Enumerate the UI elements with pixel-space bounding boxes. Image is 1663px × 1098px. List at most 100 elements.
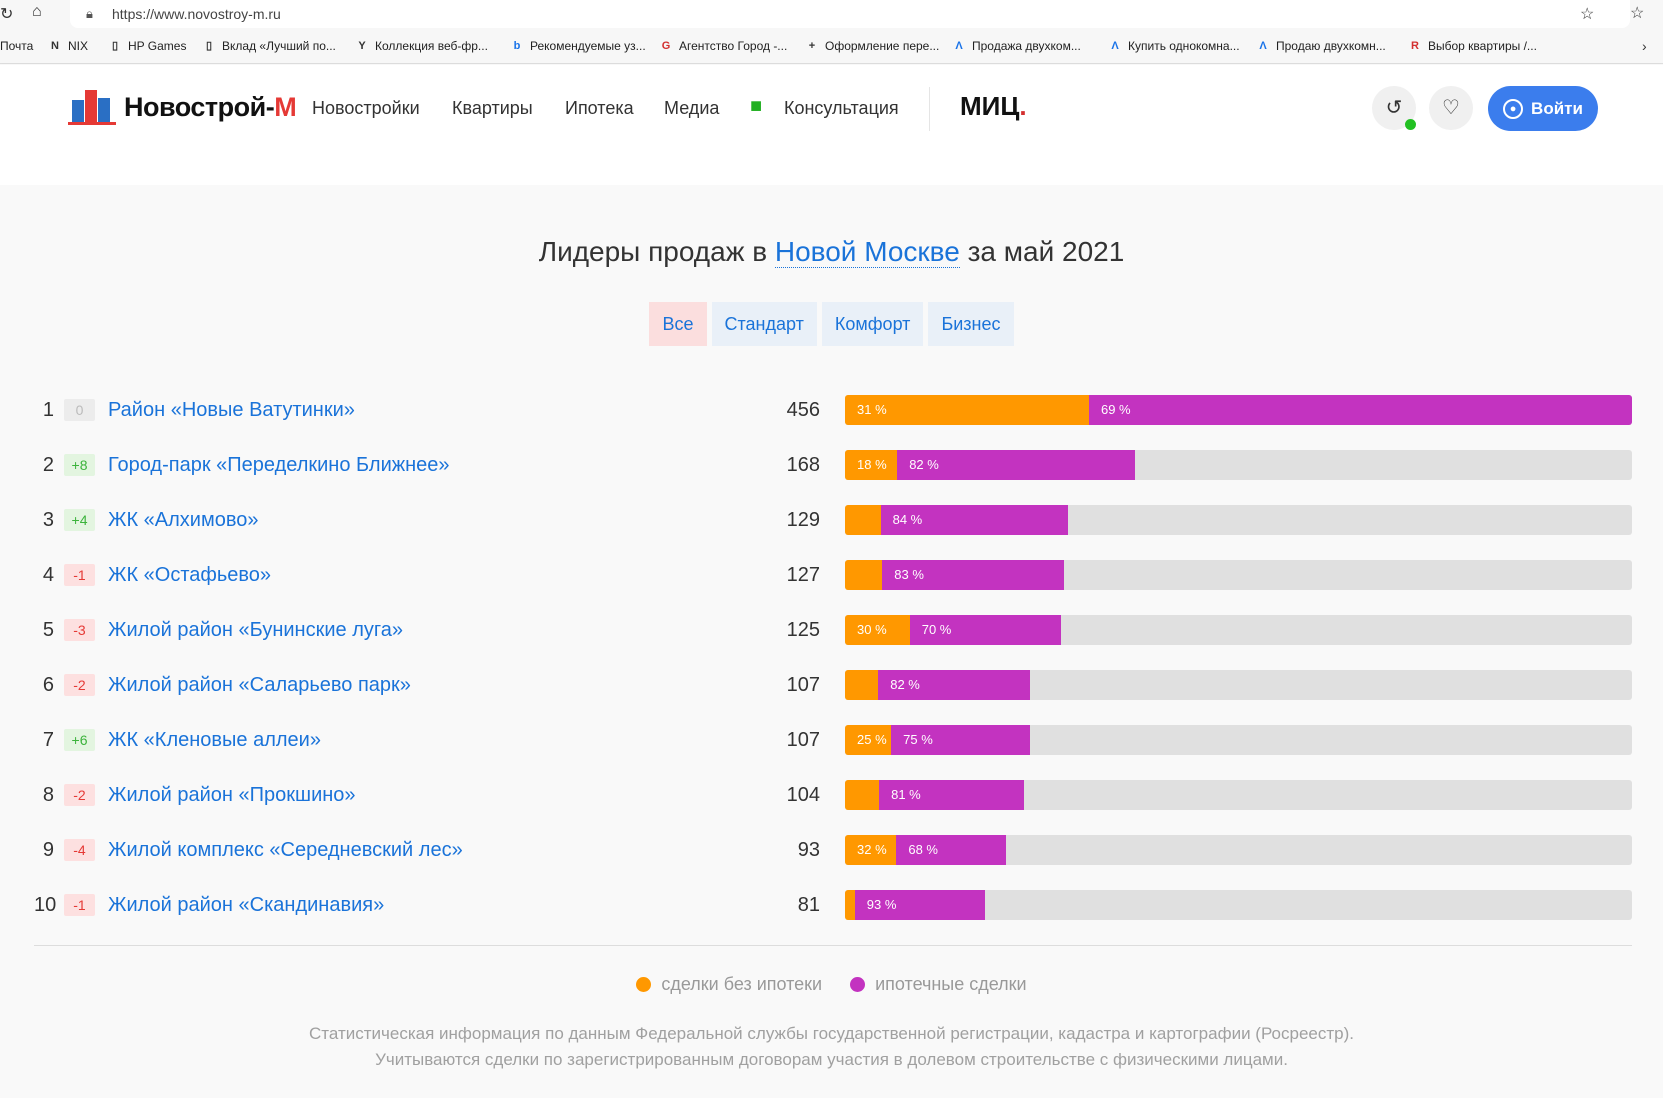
- bookmark-item[interactable]: + Оформление пере...: [805, 39, 940, 53]
- complex-link[interactable]: Жилой район «Бунинские луга»: [108, 619, 403, 641]
- rank-change-badge: +8: [64, 454, 95, 476]
- complex-link[interactable]: Жилой район «Прокшино»: [108, 784, 356, 806]
- rank-change-badge: -3: [64, 619, 95, 641]
- add-favorite-icon[interactable]: ☆: [1580, 6, 1595, 23]
- bar-mortgage: 69 %: [1088, 395, 1632, 425]
- tab-business[interactable]: Бизнес: [928, 302, 1014, 346]
- bar-mortgage: 70 %: [909, 615, 1061, 645]
- home-icon[interactable]: ⌂: [32, 3, 42, 20]
- complex-link[interactable]: Жилой район «Скандинавия»: [108, 894, 385, 916]
- bookmark-icon: Λ: [1111, 40, 1119, 52]
- tab-comfort[interactable]: Комфорт: [821, 302, 924, 346]
- bookmark-item[interactable]: Λ Продажа двухком...: [952, 39, 1081, 53]
- heart-icon: ♡: [1442, 97, 1460, 119]
- chat-icon: ■: [750, 95, 763, 117]
- complex-link[interactable]: ЖК «Алхимово»: [108, 509, 259, 531]
- bookmark-item[interactable]: N NIX: [48, 39, 88, 53]
- bookmarks-bar: Почта N NIX ▯ HP Games ▯ Вклад «Лучший по... Y К…: [0, 30, 1663, 64]
- tab-standard[interactable]: Стандарт: [711, 302, 817, 346]
- bar-no-mortgage: 18 %: [845, 450, 898, 480]
- table-row: 10 -1 Жилой район «Скандинавия» 81 93 %: [0, 890, 1663, 920]
- rank-change-badge: 0: [64, 399, 95, 421]
- rank-change-badge: +6: [64, 729, 95, 751]
- footer-note-2: Учитываются сделки по зарегистрированным…: [375, 1050, 1288, 1069]
- bar-no-mortgage: 25 %: [845, 725, 892, 755]
- complex-link[interactable]: ЖК «Остафьево»: [108, 564, 272, 586]
- bar-no-mortgage: [845, 505, 881, 535]
- bookmark-icon: b: [513, 40, 521, 52]
- bookmark-item[interactable]: Λ Купить однокомна...: [1108, 39, 1239, 53]
- bar-track: 84 %: [845, 505, 1632, 535]
- bar-no-mortgage: [845, 890, 857, 920]
- bookmark-icon: N: [51, 40, 59, 52]
- purple-dot-icon: [850, 977, 866, 992]
- complex-link[interactable]: Район «Новые Ватутинки»: [108, 399, 355, 421]
- bookmark-item[interactable]: R Выбор квартиры /...: [1408, 39, 1537, 53]
- complex-link[interactable]: Жилой комплекс «Середневский лес»: [108, 839, 463, 861]
- history-button[interactable]: ↺: [1372, 86, 1416, 130]
- chevron-right-icon[interactable]: ›: [1642, 38, 1647, 54]
- complex-link[interactable]: Город-парк «Переделкино Ближнее»: [108, 454, 450, 476]
- site-header: Новострой-М Новостройки Квартиры Ипотека…: [0, 65, 1663, 151]
- nav-kvartiry[interactable]: Квартиры: [452, 98, 533, 118]
- bookmark-label: Рекомендуемые уз...: [530, 39, 646, 53]
- title-text-end: за май 2021: [959, 236, 1125, 267]
- bookmark-label: Агентство Город -...: [679, 39, 788, 53]
- nav-novostroyki[interactable]: Новостройки: [312, 98, 420, 118]
- bar-track: 32 % 68 %: [845, 835, 1632, 865]
- rank-change-badge: -4: [64, 839, 95, 861]
- bar-mortgage: 83 %: [882, 560, 1065, 590]
- nav-media[interactable]: Медиа: [664, 98, 720, 118]
- bookmark-item[interactable]: Λ Продаю двухкомн...: [1256, 39, 1386, 53]
- rank-change-badge: -2: [64, 674, 95, 696]
- bookmark-item[interactable]: Почта: [0, 39, 33, 53]
- title-text: Лидеры продаж в: [538, 236, 775, 267]
- reload-icon[interactable]: ↻: [0, 6, 14, 23]
- legend-no-mortgage: сделки без ипотеки: [636, 974, 822, 995]
- orange-dot-icon: [636, 977, 652, 992]
- address-bar[interactable]: 🔒︎ https://www.novostroy-m.ru: [70, 0, 1630, 28]
- nav-konsultatsiya[interactable]: Консультация: [784, 98, 899, 118]
- bookmark-item[interactable]: G Агентство Город -...: [659, 39, 788, 53]
- complex-link[interactable]: Жилой район «Саларьево парк»: [108, 674, 411, 696]
- bookmark-label: HP Games: [128, 39, 187, 53]
- bar-no-mortgage: [845, 670, 879, 700]
- bookmark-item[interactable]: ▯ HP Games: [108, 39, 187, 53]
- favorites-button[interactable]: ♡: [1429, 86, 1473, 130]
- bar-track: 25 % 75 %: [845, 725, 1632, 755]
- deal-count: 168: [786, 454, 820, 476]
- tab-all[interactable]: Все: [649, 302, 707, 346]
- deal-count: 125: [786, 619, 820, 641]
- bar-no-mortgage: [845, 780, 880, 810]
- deal-count: 107: [786, 729, 820, 751]
- deal-count: 104: [786, 784, 820, 806]
- login-button[interactable]: ● Войти: [1488, 86, 1598, 131]
- nav-ipoteka[interactable]: Ипотека: [565, 98, 634, 118]
- bookmark-item[interactable]: Y Коллекция веб-фр...: [355, 39, 488, 53]
- bookmark-icon: Y: [358, 40, 366, 52]
- bookmark-item[interactable]: b Рекомендуемые уз...: [510, 39, 646, 53]
- favorites-icon[interactable]: ☆: [1630, 5, 1645, 22]
- bookmark-item[interactable]: ▯ Вклад «Лучший по...: [202, 39, 336, 53]
- complex-link[interactable]: ЖК «Кленовые аллеи»: [108, 729, 321, 751]
- header-divider: [929, 87, 930, 131]
- deal-count: 81: [797, 894, 820, 916]
- bookmark-icon: +: [808, 40, 816, 52]
- rank: 2: [42, 454, 54, 476]
- bar-no-mortgage: [845, 560, 883, 590]
- user-icon: ●: [1503, 98, 1524, 119]
- rank: 9: [42, 839, 54, 861]
- logo[interactable]: Новострой-М: [68, 89, 297, 125]
- bookmark-label: Продаю двухкомн...: [1276, 39, 1386, 53]
- bookmark-icon: ▯: [205, 40, 213, 52]
- logo-accent: М: [274, 91, 297, 122]
- bookmark-icon: Λ: [1259, 40, 1267, 52]
- mic-text: МИЦ: [960, 91, 1020, 121]
- region-link[interactable]: Новой Москве: [774, 236, 960, 268]
- bookmark-label: NIX: [68, 39, 89, 53]
- browser-toolbar: ↻ ⌂ 🔒︎ https://www.novostroy-m.ru ☆ ☆: [0, 0, 1663, 30]
- deal-count: 93: [797, 839, 820, 861]
- page-title: Лидеры продаж в Новой Москве за май 2021: [0, 236, 1663, 268]
- mic-logo[interactable]: МИЦ.: [960, 91, 1027, 121]
- rank: 3: [42, 509, 54, 531]
